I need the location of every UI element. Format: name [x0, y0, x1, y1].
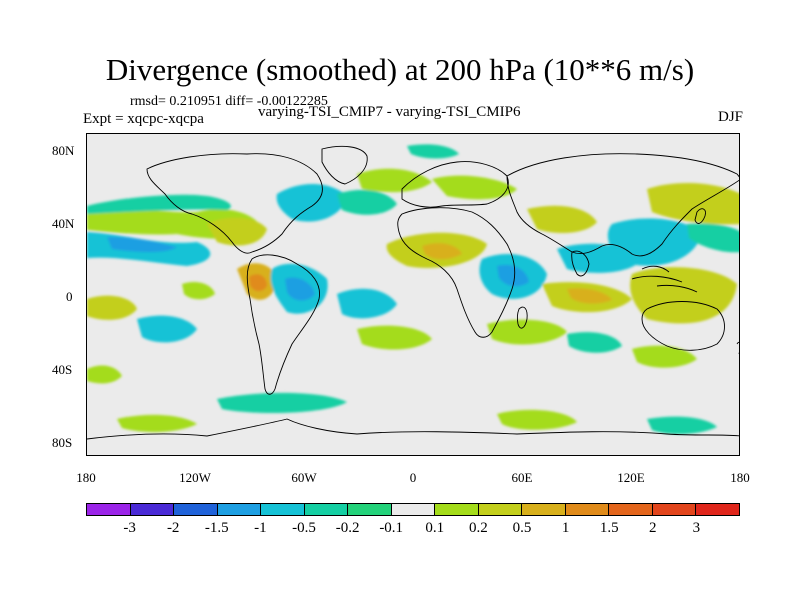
central-pacific-negative-core — [107, 236, 177, 253]
lon-label-0: 0 — [409, 470, 417, 485]
colorbar — [86, 503, 740, 516]
colorbar-label: 2 — [649, 520, 657, 536]
japan-coast — [694, 208, 706, 224]
southern-ocean-negative-2 — [647, 416, 717, 435]
north-africa-positive-core — [422, 243, 462, 260]
lon-label-60e: 60E — [511, 470, 533, 485]
stats-text: rmsd= 0.210951 diff= -0.00122285 — [130, 94, 328, 109]
south-pacific-positive — [87, 295, 137, 320]
australia-coast — [641, 301, 725, 351]
indian-ocean-positive-core — [567, 288, 612, 304]
lat-label-80n: 80N — [52, 143, 75, 158]
southern-ocean-band-positive — [117, 414, 197, 433]
coastlines — [87, 145, 739, 440]
colorbar-label: -3 — [123, 520, 136, 536]
southern-ocean-positive-west — [87, 365, 122, 384]
south-atlantic-negative — [337, 288, 397, 319]
east-pacific-positive — [207, 217, 267, 246]
colorbar-label: 1 — [561, 520, 570, 536]
arctic-negative — [407, 144, 459, 159]
west-pacific-outer — [630, 267, 737, 324]
lat-label-40n: 40N — [52, 216, 75, 231]
mideast-positive — [527, 205, 597, 234]
north-pacific-negative-band — [87, 194, 231, 214]
southern-ocean-band-negative — [217, 392, 347, 414]
south-atlantic-positive — [357, 325, 432, 350]
lat-label-0: 0 — [66, 289, 73, 304]
greenland-coast — [321, 145, 368, 185]
colorbar-swatch — [174, 504, 218, 515]
lat-label-80s: 80S — [52, 435, 73, 450]
south-pacific-negative — [137, 315, 197, 343]
europe-coast — [401, 161, 509, 208]
colorbar-label: 0.2 — [469, 520, 488, 536]
colorbar-swatch — [348, 504, 392, 515]
south-pacific-mid-positive — [182, 282, 215, 300]
asia-coast — [506, 153, 739, 257]
colorbar-swatch — [652, 504, 697, 515]
colorbar-label: -0.1 — [379, 520, 404, 536]
colorbar-swatch — [391, 504, 436, 515]
indonesia-coast — [631, 265, 698, 293]
lat-label-40s: 40S — [52, 362, 73, 377]
lon-label-60w: 60W — [291, 470, 317, 485]
map-panel — [86, 133, 740, 456]
plot-title: Divergence (smoothed) at 200 hPa (10**6 … — [105, 52, 695, 87]
amazon-negative-core — [285, 277, 315, 301]
experiment-label: Expt = xqcpc-xqcpa — [83, 111, 204, 127]
colorbar-swatch — [522, 504, 566, 515]
season-label: DJF — [717, 109, 743, 125]
colorbar-label: -1.5 — [204, 520, 229, 536]
colorbar-label: 0.1 — [425, 520, 445, 536]
new-zealand-coast — [736, 341, 739, 354]
colorbar-label: -0.5 — [292, 520, 316, 536]
colorbar-swatch — [609, 504, 653, 515]
australia-south-positive — [632, 345, 697, 368]
colorbar-swatch — [87, 504, 131, 515]
colorbar-swatch — [217, 504, 262, 515]
colorbar-label: -1 — [254, 520, 267, 536]
colorbar-swatch — [304, 504, 349, 515]
madagascar-coast — [516, 306, 528, 329]
lon-label-120e: 120E — [617, 470, 645, 485]
atlantic-negative-north — [276, 184, 347, 222]
africa-coast — [397, 207, 516, 338]
lon-label-120w: 120W — [179, 470, 211, 485]
central-africa-negative-core — [497, 264, 529, 287]
south-america-coast — [246, 254, 320, 395]
lon-label-180w: 180 — [76, 470, 96, 485]
colorbar-swatch — [478, 504, 523, 515]
runs-label: varying-TSI_CMIP7 - varying-TSI_CMIP6 — [258, 104, 521, 120]
peru-positive-core — [249, 274, 267, 292]
antarctica-coast — [87, 418, 739, 440]
north-pacific-east-positive — [647, 182, 739, 225]
south-indian-negative — [567, 332, 622, 353]
colorbar-swatch — [130, 504, 175, 515]
europe-positive — [432, 175, 517, 200]
lon-label-180e: 180 — [730, 470, 750, 485]
colorbar-label: -2 — [166, 520, 180, 536]
atlantic-negative-north-2 — [337, 189, 397, 215]
colorbar-swatch — [696, 504, 739, 515]
india-coast — [571, 250, 590, 277]
colorbar-label: -0.2 — [335, 520, 360, 536]
colorbar-swatch — [435, 504, 479, 515]
colorbar-label: 3 — [692, 520, 701, 536]
map-svg — [87, 144, 739, 440]
colorbar-swatch — [261, 504, 305, 515]
north-pacific-east-negative — [687, 223, 739, 253]
colorbar-label: 1.5 — [599, 520, 619, 536]
north-atlantic-positive — [357, 168, 432, 193]
divergence-field — [87, 144, 739, 435]
south-indian-positive — [487, 319, 567, 345]
colorbar-label: 0.5 — [512, 520, 532, 536]
north-america-coast — [146, 153, 323, 254]
southern-ocean-positive-2 — [497, 409, 577, 430]
colorbar-swatch — [565, 504, 610, 515]
